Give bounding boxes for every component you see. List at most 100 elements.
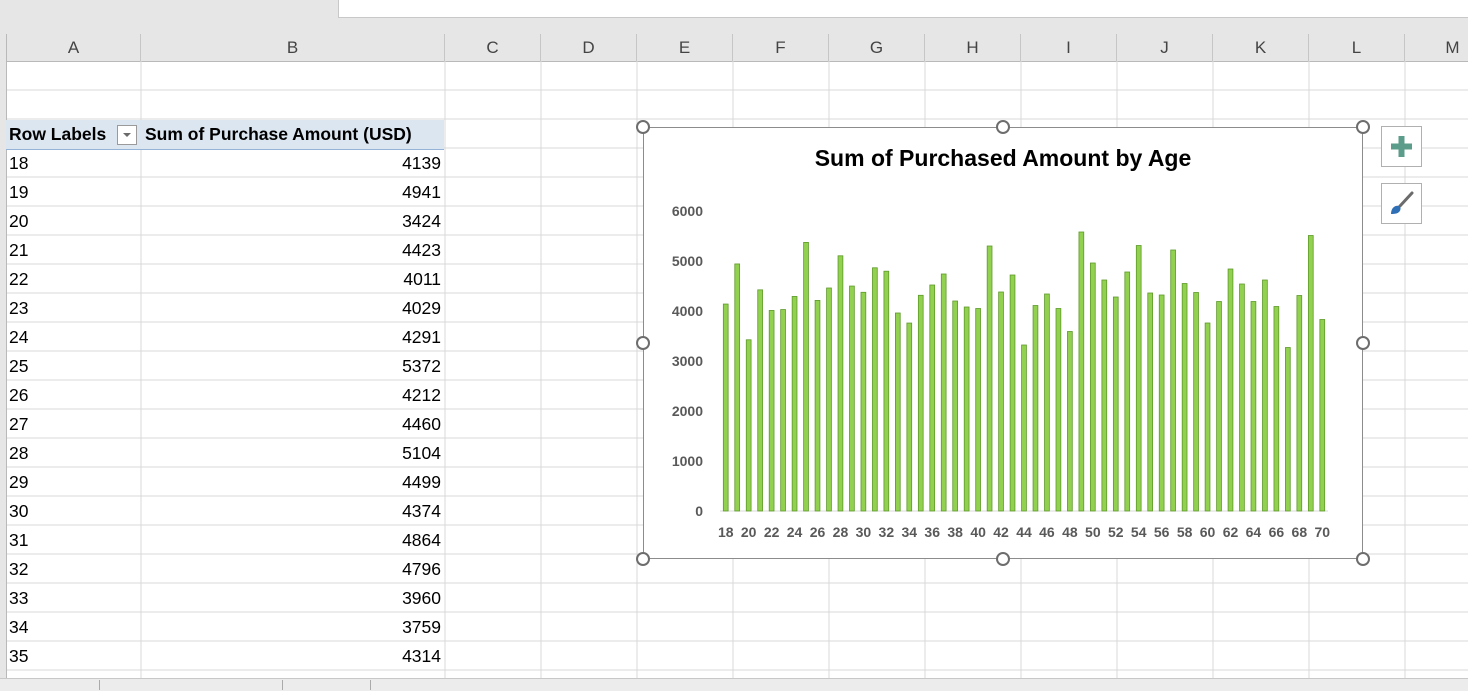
pivot-row-value[interactable]: 4941	[402, 182, 441, 202]
pivot-row-label[interactable]: 21	[9, 240, 29, 260]
pivot-row-value[interactable]: 4011	[403, 269, 441, 289]
column-header-c[interactable]: C	[445, 34, 541, 61]
bar-age-62[interactable]	[1227, 268, 1234, 512]
pivot-row-label[interactable]: 29	[9, 472, 29, 492]
bar-age-56[interactable]	[1158, 294, 1165, 512]
bar-age-35[interactable]	[917, 294, 924, 512]
pivot-row-label[interactable]: 35	[9, 646, 29, 666]
bar-age-24[interactable]	[791, 296, 798, 512]
pivot-row-label[interactable]: 19	[9, 182, 29, 202]
resize-handle-bottom-right[interactable]	[1356, 552, 1370, 566]
bar-age-55[interactable]	[1147, 292, 1153, 512]
bar-age-48[interactable]	[1067, 331, 1073, 512]
resize-handle-left[interactable]	[636, 336, 650, 350]
column-header-d[interactable]: D	[541, 34, 637, 61]
column-header-l[interactable]: L	[1309, 34, 1405, 61]
bar-age-54[interactable]	[1135, 245, 1142, 512]
pivot-row-label[interactable]: 32	[9, 559, 29, 579]
bar-age-65[interactable]	[1262, 279, 1268, 512]
bar-age-43[interactable]	[1009, 274, 1016, 512]
column-header-g[interactable]: G	[829, 34, 925, 61]
pivot-row-label[interactable]: 24	[9, 327, 29, 347]
pivot-row-value[interactable]: 4314	[402, 646, 441, 666]
column-header-b[interactable]: B	[141, 34, 445, 61]
bar-age-41[interactable]	[986, 245, 993, 512]
resize-handle-top-right[interactable]	[1356, 120, 1370, 134]
pivot-row-value[interactable]: 4212	[402, 385, 441, 405]
pivot-row-value[interactable]: 4499	[402, 472, 441, 492]
bar-age-69[interactable]	[1307, 235, 1314, 512]
bar-age-63[interactable]	[1239, 283, 1245, 512]
pivot-row-value[interactable]: 4796	[402, 559, 441, 579]
bar-age-32[interactable]	[883, 270, 890, 512]
bar-age-33[interactable]	[895, 312, 901, 512]
bar-age-19[interactable]	[734, 263, 741, 512]
bar-age-30[interactable]	[860, 291, 867, 512]
bar-age-53[interactable]	[1124, 271, 1131, 512]
bar-age-60[interactable]	[1204, 322, 1211, 512]
column-header-h[interactable]: H	[925, 34, 1021, 61]
column-header-e[interactable]: E	[637, 34, 733, 61]
pivot-row-value[interactable]: 4029	[402, 298, 441, 318]
resize-handle-bottom[interactable]	[996, 552, 1010, 566]
resize-handle-right[interactable]	[1356, 336, 1370, 350]
bar-age-26[interactable]	[814, 299, 821, 512]
resize-handle-bottom-left[interactable]	[636, 552, 650, 566]
row-labels-filter-button[interactable]	[117, 125, 137, 145]
bar-age-20[interactable]	[745, 339, 752, 512]
pivot-row-value[interactable]: 3759	[402, 617, 441, 637]
pivot-row-value[interactable]: 4423	[402, 240, 441, 260]
pivot-row-label[interactable]: 28	[9, 443, 29, 463]
bar-age-37[interactable]	[940, 273, 947, 512]
pivot-row-label[interactable]: 22	[9, 269, 29, 289]
column-header-m[interactable]: M	[1405, 34, 1468, 61]
chart-elements-button[interactable]	[1381, 126, 1422, 167]
bar-age-42[interactable]	[998, 291, 1004, 512]
pivot-row-label[interactable]: 33	[9, 588, 29, 608]
bar-age-52[interactable]	[1112, 296, 1119, 512]
pivot-row-value[interactable]: 4139	[402, 153, 441, 173]
bar-age-21[interactable]	[757, 289, 763, 512]
pivot-row-label[interactable]: 20	[9, 211, 29, 231]
bar-age-57[interactable]	[1170, 249, 1176, 512]
pivot-row-label[interactable]: 18	[9, 153, 29, 173]
pivot-row-value[interactable]: 5104	[402, 443, 441, 463]
bar-age-45[interactable]	[1032, 305, 1039, 512]
bar-age-31[interactable]	[872, 267, 878, 512]
bar-age-34[interactable]	[906, 322, 913, 512]
column-header-a[interactable]: A	[7, 34, 141, 61]
pivot-row-value[interactable]: 5372	[402, 356, 441, 376]
column-header-f[interactable]: F	[733, 34, 829, 61]
bar-age-51[interactable]	[1101, 279, 1108, 512]
bar-age-27[interactable]	[826, 287, 832, 512]
formula-bar[interactable]	[338, 0, 1468, 18]
bar-age-22[interactable]	[768, 310, 775, 512]
bar-age-50[interactable]	[1090, 262, 1096, 512]
bar-age-29[interactable]	[849, 285, 855, 512]
bar-age-64[interactable]	[1250, 301, 1257, 512]
pivot-row-label[interactable]: 26	[9, 385, 29, 405]
bar-age-66[interactable]	[1273, 306, 1280, 512]
pivot-row-value[interactable]: 4864	[402, 530, 441, 550]
bar-chart[interactable]: 0 1000 2000 3000 4000 5000 6000 18 20 22 24 26 28 30 3…	[643, 127, 1363, 559]
bar-age-47[interactable]	[1055, 308, 1062, 512]
resize-handle-top-left[interactable]	[636, 120, 650, 134]
bar-age-40[interactable]	[975, 308, 981, 512]
bar-age-25[interactable]	[803, 242, 809, 512]
pivot-row-value[interactable]: 4291	[402, 327, 441, 347]
bar-age-36[interactable]	[929, 284, 936, 512]
bar-age-23[interactable]	[780, 309, 786, 512]
column-header-j[interactable]: J	[1117, 34, 1213, 61]
bar-age-68[interactable]	[1296, 295, 1303, 512]
pivot-row-label[interactable]: 34	[9, 617, 29, 637]
bar-age-28[interactable]	[837, 255, 844, 512]
bar-age-39[interactable]	[963, 306, 970, 512]
resize-handle-top[interactable]	[996, 120, 1010, 134]
bar-age-70[interactable]	[1319, 319, 1326, 512]
pivot-row-value[interactable]: 4460	[402, 414, 441, 434]
bar-age-46[interactable]	[1044, 293, 1050, 512]
pivot-row-label[interactable]: 23	[9, 298, 29, 318]
bar-age-18[interactable]	[722, 303, 729, 512]
bar-age-38[interactable]	[952, 300, 958, 512]
bar-age-67[interactable]	[1285, 347, 1291, 512]
